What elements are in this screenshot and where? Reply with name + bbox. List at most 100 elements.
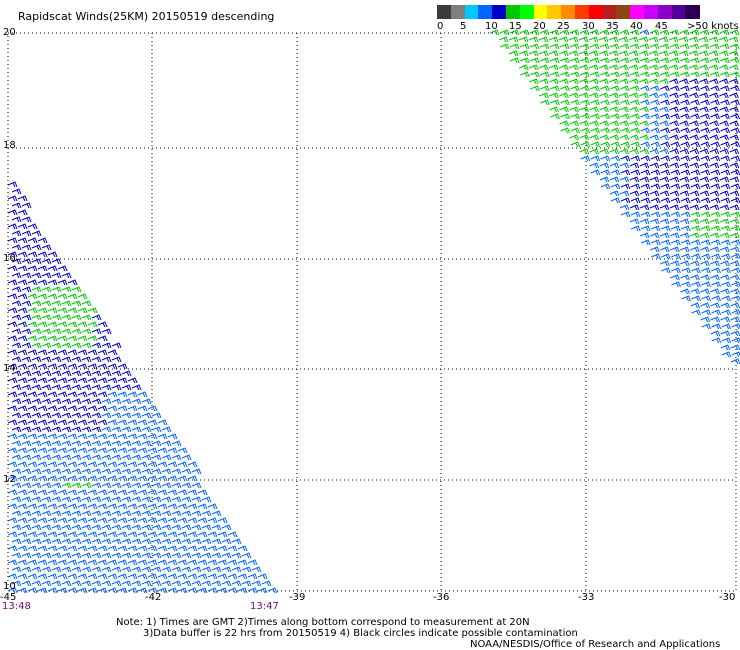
wind-barb: [117, 433, 128, 440]
colorbar-label: 40: [630, 21, 643, 32]
wind-barb: [211, 580, 222, 587]
wind-barb: [91, 370, 102, 377]
wind-barb: [91, 384, 102, 391]
wind-barb: [7, 377, 18, 384]
wind-barb: [41, 426, 52, 433]
wind-barb: [640, 99, 650, 106]
wind-barb: [71, 510, 82, 517]
wind-barb: [27, 573, 38, 580]
wind-barb: [31, 496, 42, 503]
wind-barb: [177, 475, 188, 482]
wind-barb: [609, 120, 619, 127]
wind-barb: [41, 258, 52, 265]
wind-barb: [650, 183, 661, 190]
wind-barb: [508, 36, 519, 43]
wind-barb: [57, 405, 68, 412]
wind-barb: [619, 120, 629, 127]
wind-barb: [87, 545, 98, 552]
wind-barb: [730, 141, 740, 148]
wind-barb: [690, 302, 701, 309]
wind-barb: [570, 99, 580, 106]
wind-barb: [699, 78, 709, 85]
wind-barb: [51, 524, 62, 531]
wind-barb: [689, 218, 700, 225]
wind-barb: [690, 71, 700, 78]
wind-barb: [67, 475, 78, 482]
wind-barb: [700, 288, 710, 295]
wind-barb: [197, 587, 208, 594]
wind-barb: [619, 204, 630, 211]
wind-barb: [600, 169, 611, 176]
wind-barb: [570, 113, 580, 120]
wind-barb: [71, 440, 82, 447]
wind-barb: [27, 475, 38, 482]
wind-barb: [578, 50, 589, 57]
wind-barb: [31, 566, 42, 573]
wind-barb: [167, 517, 178, 524]
wind-barb: [709, 106, 719, 113]
wind-barb: [620, 211, 631, 218]
wind-barb: [141, 580, 152, 587]
wind-barb: [710, 127, 721, 134]
wind-barb: [650, 197, 661, 204]
colorbar-segment: [644, 5, 659, 19]
wind-barb: [680, 211, 691, 218]
wind-barb: [11, 286, 22, 293]
wind-barb: [17, 587, 28, 594]
wind-barb: [57, 559, 68, 566]
wind-barb: [700, 71, 710, 78]
wind-barb: [177, 573, 188, 580]
wind-barb: [610, 85, 620, 92]
wind-barb: [17, 265, 28, 272]
wind-barb: [729, 204, 740, 211]
wind-barb: [17, 391, 28, 398]
wind-barb: [231, 538, 242, 545]
wind-barb: [721, 253, 731, 260]
wind-barb: [27, 293, 38, 300]
wind-barb: [61, 328, 72, 335]
wind-barb: [599, 64, 609, 71]
wind-barb: [171, 510, 182, 517]
wind-barb: [37, 377, 48, 384]
wind-barb: [21, 412, 32, 419]
wind-barb: [51, 482, 62, 489]
wind-barb: [187, 475, 198, 482]
wind-barb: [669, 29, 680, 36]
wind-barb: [569, 106, 579, 113]
wind-barb: [710, 183, 721, 190]
wind-barb: [51, 398, 62, 405]
wind-barb: [649, 232, 660, 239]
wind-barb: [177, 461, 188, 468]
colorbar-label: 30: [582, 21, 595, 32]
wind-barb: [151, 482, 162, 489]
wind-barb: [137, 461, 148, 468]
wind-barb: [659, 57, 670, 64]
wind-barb: [27, 307, 38, 314]
wind-barb: [51, 454, 62, 461]
wind-barb: [217, 517, 228, 524]
wind-barb: [47, 503, 58, 510]
wind-barb: [131, 538, 142, 545]
wind-barb: [729, 43, 740, 50]
wind-barb: [539, 57, 550, 64]
wind-barb: [659, 148, 670, 155]
wind-barb: [589, 29, 600, 36]
wind-barb: [237, 587, 248, 594]
colorbar-label: 45: [655, 21, 668, 32]
wind-barb: [730, 169, 740, 176]
wind-barb: [21, 552, 32, 559]
wind-barb: [570, 71, 580, 78]
wind-barb: [7, 587, 18, 594]
wind-barb: [221, 552, 232, 559]
wind-barb: [111, 510, 122, 517]
wind-barb: [558, 36, 569, 43]
wind-barb: [720, 197, 731, 204]
wind-barb: [679, 92, 689, 99]
wind-barb: [197, 573, 208, 580]
wind-barb: [57, 545, 68, 552]
wind-barb: [609, 134, 620, 141]
wind-barb: [117, 405, 128, 412]
wind-barb: [27, 587, 38, 594]
wind-barb: [679, 204, 690, 211]
wind-barb: [227, 531, 238, 538]
